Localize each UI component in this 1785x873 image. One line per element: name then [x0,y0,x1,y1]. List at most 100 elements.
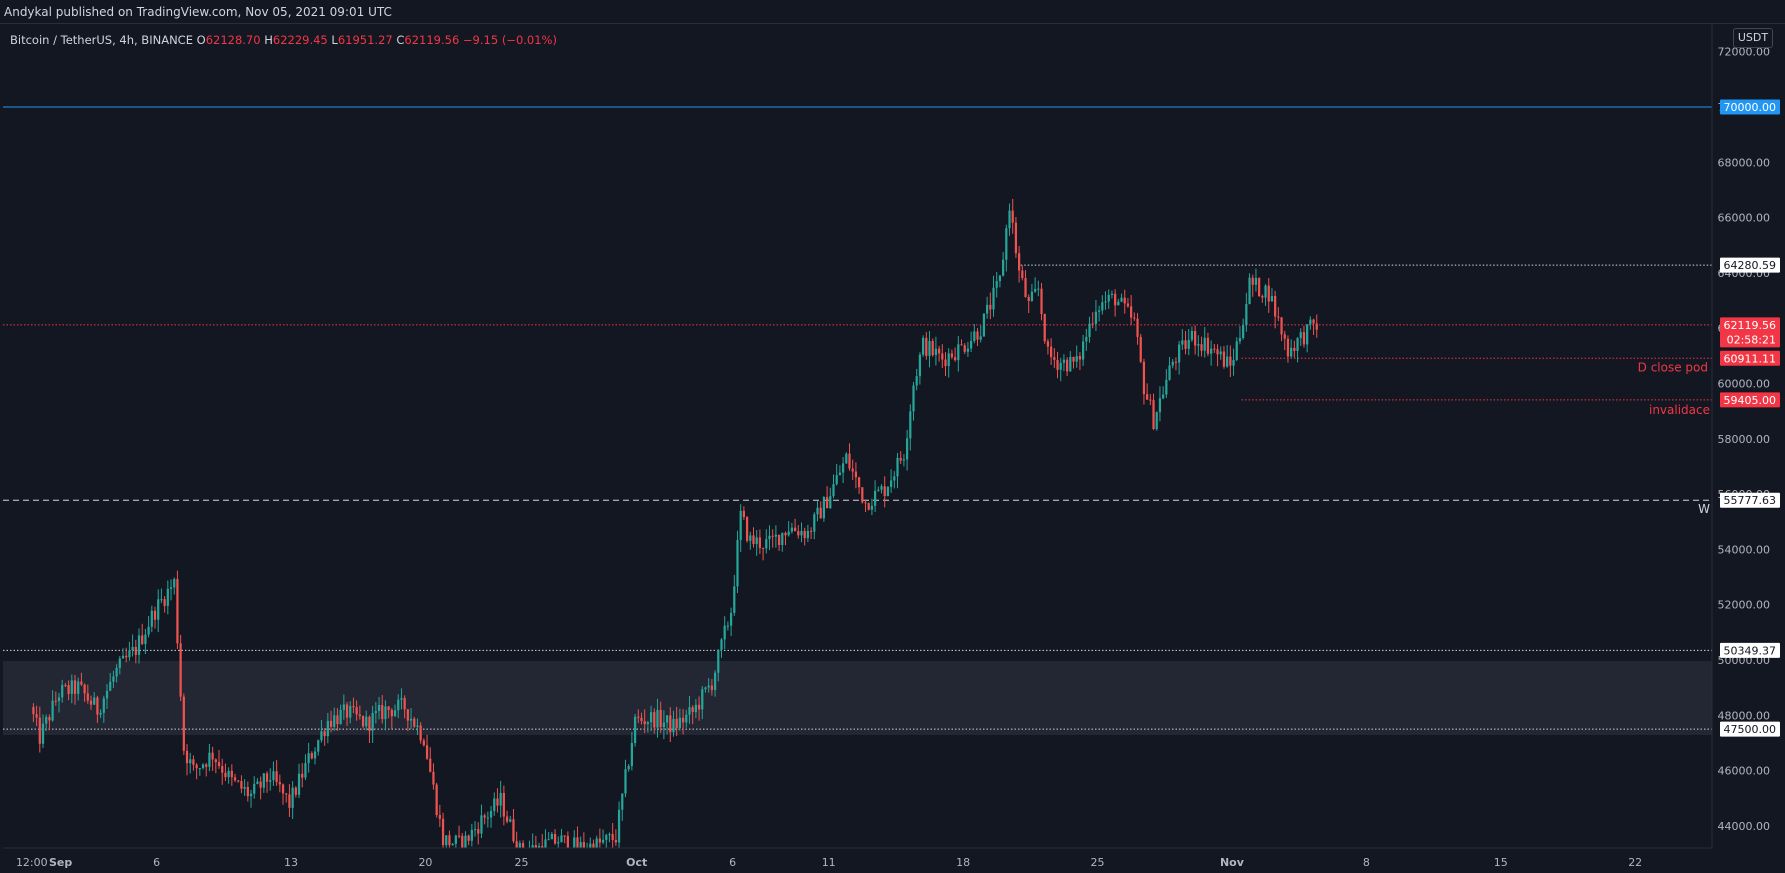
candle-331 [1091,312,1094,329]
candle-309 [1021,265,1024,281]
time-axis[interactable] [3,848,1712,873]
price-tag-4[interactable]: 59405.00 [1720,392,1780,408]
candle-33 [137,628,141,664]
svg-text:64280.59: 64280.59 [1724,259,1777,272]
candle-54 [205,762,208,777]
y-tick-label-7: 58000.00 [1718,433,1771,446]
candle-145 [496,788,499,813]
candle-109 [381,695,384,724]
candle-112 [390,708,393,729]
symbol-title[interactable]: Bitcoin / TetherUS, 4h, BINANCE [10,33,193,47]
candle-259 [861,487,864,504]
annotation-2[interactable]: W [1698,502,1710,516]
candle-208 [697,696,701,721]
price-tag-3[interactable]: 60911.11 [1720,350,1780,366]
candle-114 [397,694,400,719]
candle-305 [1008,203,1011,236]
candle-189 [637,709,640,724]
price-tag-7[interactable]: 47500.00 [1720,721,1780,737]
candle-295 [976,328,979,346]
currency-badge[interactable]: USDT [1733,28,1773,48]
candle-327 [1078,352,1082,371]
candle-43 [169,579,173,601]
candle-144 [493,792,496,816]
candle-184 [621,793,624,821]
candle-253 [841,457,845,484]
candle-204 [685,709,688,728]
open-value: 62128.70 [205,33,261,47]
candle-96 [339,704,342,725]
candle-399 [1309,316,1312,330]
candle-129 [445,835,448,849]
candle-206 [691,705,694,725]
publisher-line: Andykal published on TradingView.com, No… [4,5,392,19]
annotation-0[interactable]: D close pod [1638,360,1708,374]
candle-85 [304,754,307,781]
candle-16 [83,683,86,702]
candle-323 [1066,357,1069,376]
candle-355 [1168,356,1171,381]
candle-110 [384,700,387,731]
candle-242 [806,524,810,543]
candle-310 [1024,270,1027,298]
candle-198 [665,715,669,735]
candle-14 [77,677,80,701]
candle-60 [224,763,227,781]
candle-226 [755,530,758,556]
candle-28 [121,648,125,659]
y-tick-label-3: 66000.00 [1718,212,1771,225]
candle-53 [201,763,205,770]
candle-83 [297,763,301,799]
annotation-1[interactable]: invalidace [1649,403,1710,417]
candle-73 [265,771,269,793]
candle-51 [195,763,198,780]
candle-2 [38,706,41,753]
candle-150 [512,808,515,844]
price-tag-1[interactable]: 64280.59 [1720,257,1780,273]
candle-240 [800,522,803,543]
price-axis[interactable] [1712,24,1785,848]
x-tick-label-12: 8 [1363,856,1370,869]
svg-text:47500.00: 47500.00 [1724,723,1777,736]
candle-359 [1181,329,1184,350]
candle-311 [1027,294,1030,314]
candle-205 [688,696,691,724]
candle-65 [240,775,243,794]
candle-24 [109,673,112,692]
chart-annotations: D close pod invalidace W [1638,360,1710,516]
candle-316 [1043,313,1046,344]
change-value: −9.15 (−0.01%) [462,33,557,47]
candle-397 [1302,325,1306,348]
candle-232 [774,525,778,548]
candle-264 [877,486,880,492]
candle-282 [934,336,938,366]
candle-207 [694,699,698,719]
horizontal-levels [3,106,1712,730]
candle-142 [486,811,489,828]
candle-270 [896,452,899,489]
candle-18 [89,695,93,710]
candle-348 [1146,383,1149,400]
candle-298 [985,296,989,319]
candle-118 [409,708,413,729]
candle-382 [1254,268,1258,292]
y-tick-label-6: 60000.00 [1718,377,1771,390]
candle-281 [931,338,934,357]
symbol-legend[interactable]: Bitcoin / TetherUS, 4h, BINANCE O62128.7… [10,33,557,47]
candle-111 [387,706,390,719]
candle-27 [118,656,121,675]
candle-336 [1107,289,1110,309]
price-tag-5[interactable]: 55777.63 [1720,492,1780,508]
price-tag-0[interactable]: 70000.00 [1720,99,1780,115]
candle-235 [784,531,787,546]
price-tag-6[interactable]: 50349.37 [1720,642,1780,658]
candle-133 [457,825,461,839]
candle-166 [563,835,566,844]
demand-zone [3,661,1712,735]
candle-149 [509,815,512,823]
candle-82 [294,786,297,798]
candle-321 [1059,357,1062,382]
candle-381 [1251,274,1254,297]
